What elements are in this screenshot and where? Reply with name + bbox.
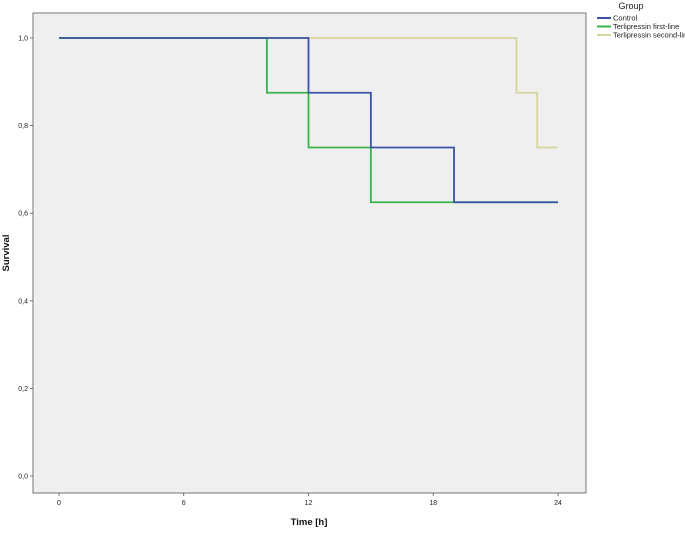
legend-label: Terlipressin first-line [613,22,679,31]
y-tick-label: 1,0 [18,36,28,43]
series-line-terlipressin-second-line [59,37,558,149]
x-tick-label: 6 [182,500,186,507]
legend-label: Terlipressin second-line [613,31,685,40]
series-line-terlipressin-first-line [59,37,558,204]
y-tick-label: 0,6 [18,211,28,218]
x-tick-label: 18 [429,500,437,507]
y-axis: 0,0 0,2 0,4 0,6 0,8 1,0 [18,36,33,481]
y-tick-label: 0,8 [18,123,28,130]
y-tick-label: 0,2 [18,386,28,393]
x-tick-label: 12 [305,500,313,507]
x-tick-label: 24 [554,500,562,507]
legend-title: Group [618,1,643,11]
legend-label: Control [613,14,638,23]
series-layer [59,37,558,204]
y-axis-title: Survival [1,235,12,272]
y-tick-label: 0,4 [18,298,28,305]
series-line-control [59,37,558,204]
x-axis: 0 6 12 18 24 [57,493,562,507]
y-tick-label: 0,0 [18,474,28,481]
x-tick-label: 0 [57,500,61,507]
x-axis-title: Time [h] [291,517,328,528]
plot-background [32,12,587,494]
